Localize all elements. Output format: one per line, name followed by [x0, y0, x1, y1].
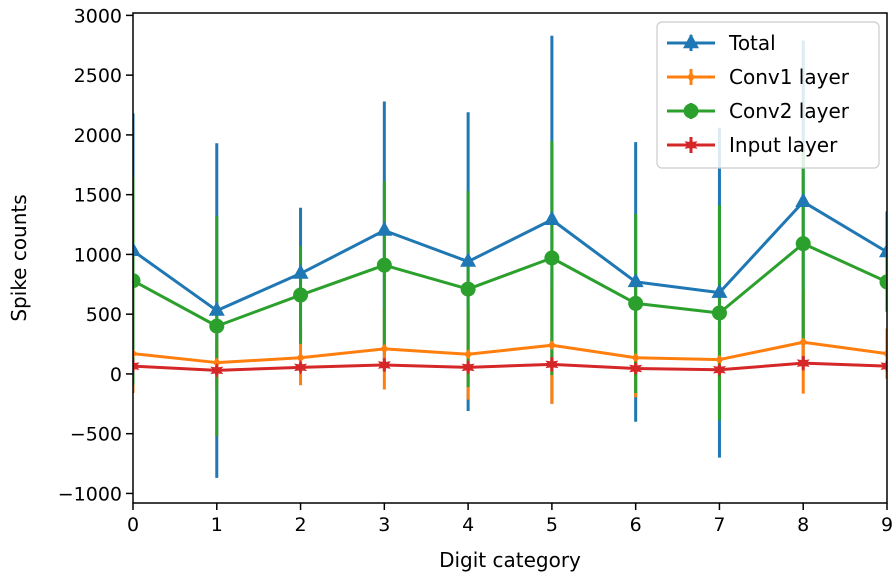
legend-conv1-layer-marker [687, 72, 695, 82]
input-layer-data-point [629, 361, 643, 377]
total-series-line [133, 200, 887, 313]
total-data-point [543, 210, 560, 225]
conv2-layer-series-line [133, 242, 887, 328]
y-axis: −1000 −500 0 500 1000 1500 2000 2500 3000 [58, 5, 133, 505]
conv1-layer-data-point [715, 354, 724, 365]
legend-box [656, 21, 880, 169]
conv2-layer-data-point [795, 236, 811, 252]
conv1-layer-data-point [883, 348, 887, 359]
x-tick-label: 7 [713, 514, 725, 536]
markers-layer [133, 192, 887, 378]
input-layer-data-point [377, 357, 391, 373]
y-tick-label: 3000 [74, 5, 122, 27]
conv1-layer-data-point [799, 337, 808, 348]
conv2-layer-data-point [711, 305, 727, 321]
input-layer-data-point [461, 359, 475, 375]
input-layer-series-line [133, 361, 887, 372]
conv2-layer-data-point [460, 281, 476, 297]
input-layer-data-point [712, 362, 726, 378]
total-data-point [376, 221, 393, 236]
conv2-layer-data-point [376, 257, 392, 273]
legend-total-marker [683, 33, 699, 49]
conv1-layer-data-point [296, 352, 305, 363]
conv2-layer-data-point [209, 318, 225, 334]
y-tick-label: 500 [86, 304, 122, 326]
y-tick-label: 2500 [74, 65, 122, 87]
x-tick-label: 0 [127, 514, 139, 536]
x-tick-label: 1 [211, 514, 223, 536]
legend-input-layer-label: Input layer [729, 133, 838, 157]
y-tick-label: 2000 [74, 125, 122, 147]
x-tick-label: 9 [881, 514, 893, 536]
conv1-layer-data-point [133, 348, 137, 359]
total-data-point [711, 283, 728, 298]
total-data-point [795, 192, 812, 208]
input-layer-data-point [210, 362, 224, 378]
conv1-layer-data-point [631, 352, 640, 363]
total-data-point [208, 301, 225, 316]
x-tick-label: 8 [797, 514, 809, 536]
input-layer-data-point [133, 358, 140, 374]
total-data-point [460, 252, 477, 267]
conv2-layer-data-point [879, 274, 887, 290]
conv2-layer-data-point [133, 273, 141, 289]
y-tick-label: −1000 [58, 483, 122, 505]
y-axis-label: Spike counts [7, 194, 31, 321]
conv1-layer-series-line [133, 340, 887, 365]
legend-conv1-layer-label: Conv1 layer [729, 65, 850, 89]
conv1-layer-data-point [212, 357, 221, 368]
x-tick-label: 4 [462, 514, 474, 536]
total-data-point [133, 241, 141, 257]
x-tick-label: 3 [378, 514, 390, 536]
input-layer-data-point [796, 355, 810, 371]
conv2-layer-data-point [628, 295, 644, 311]
x-tick-label: 5 [546, 514, 558, 536]
legend-conv2-layer-marker [683, 103, 699, 119]
conv1-layer-data-point [464, 349, 473, 360]
total-data-point [879, 242, 887, 258]
y-tick-label: −500 [70, 424, 122, 446]
total-data-point [292, 264, 309, 279]
y-tick-label: 1000 [74, 244, 122, 266]
conv2-layer-data-point [293, 287, 309, 303]
x-axis-label: Digit category [439, 548, 581, 572]
legend-total-label: Total [728, 31, 776, 55]
legend-input-layer-marker [684, 137, 698, 153]
y-tick-label: 0 [110, 364, 122, 386]
x-axis: 0 1 2 3 4 5 6 7 8 9 [127, 503, 893, 536]
conv1-layer-data-point [547, 340, 556, 351]
legend-conv2-layer-label: Conv2 layer [729, 99, 850, 123]
input-layer-data-point [545, 356, 559, 372]
legend: Total Conv1 layer Conv2 layer Input layer [656, 21, 880, 169]
plot-frame [132, 12, 888, 504]
total-data-point [627, 272, 644, 288]
input-layer-data-point [294, 359, 308, 375]
conv2-layer-data-point [544, 250, 560, 266]
y-tick-label: 1500 [74, 185, 122, 207]
conv1-layer-data-point [380, 343, 389, 354]
x-tick-label: 6 [630, 514, 642, 536]
input-layer-data-point [880, 358, 887, 374]
x-tick-label: 2 [295, 514, 307, 536]
series-lines-layer [133, 200, 887, 372]
